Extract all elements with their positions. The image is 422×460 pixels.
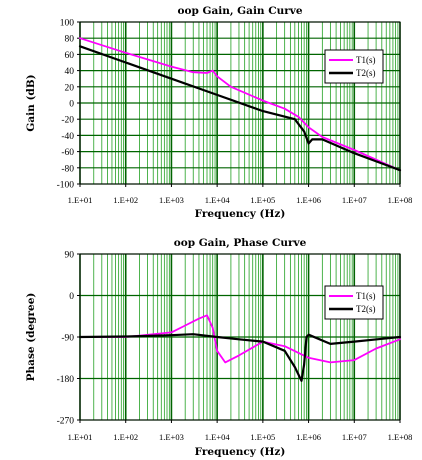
x-tick-label: 1.E+05 [250, 432, 275, 442]
y-tick-label: -270 [57, 417, 75, 427]
series-line-2 [78, 333, 402, 382]
y-tick-label: 100 [60, 19, 75, 29]
x-tick-label: 1.E+05 [250, 195, 275, 205]
legend: T1(s) T2(s) [324, 285, 384, 320]
y-tick-label: 20 [65, 83, 75, 93]
chart-title: oop Gain, Phase Curve [174, 237, 307, 249]
x-tick-label: 1.E+07 [342, 432, 367, 442]
x-tick-label: 1.E+01 [68, 432, 93, 442]
legend-label: T2(s) [356, 304, 376, 314]
series-line-1 [79, 37, 401, 172]
y-tick-label: 40 [65, 67, 75, 77]
x-tick-label: 1.E+02 [113, 432, 138, 442]
x-tick-label: 1.E+03 [159, 432, 184, 442]
legend: T1(s) T2(s) [324, 49, 384, 84]
y-tick-label: 90 [65, 251, 75, 261]
y-tick-label: -80 [61, 164, 74, 174]
y-tick-label: 0 [69, 292, 74, 302]
grid [79, 21, 401, 185]
legend-label: T2(s) [356, 68, 376, 78]
x-tick-label: 1.E+08 [388, 432, 413, 442]
y-tick-label: 80 [65, 35, 75, 45]
y-tick-label: -60 [61, 148, 74, 158]
x-axis-label: Frequency (Hz) [195, 446, 286, 458]
x-tick-label: 1.E+02 [113, 195, 138, 205]
y-tick-label: 60 [65, 51, 75, 61]
x-tick-label: 1.E+04 [205, 432, 231, 442]
y-tick-label: -90 [61, 334, 74, 344]
y-tick-label: -180 [57, 375, 75, 385]
x-tick-label: 1.E+07 [342, 195, 367, 205]
x-axis-label: Frequency (Hz) [195, 208, 286, 220]
series-line-2 [78, 45, 402, 172]
y-tick-label: -100 [57, 181, 75, 191]
chart-panel-2: 90 0 -90 -180 -270 1.E+01 1.E+02 1.E+03 1.E+04 1.… [25, 237, 412, 458]
legend-box [324, 49, 384, 84]
legend-label: T1(s) [356, 55, 376, 65]
chart-panel-1: 100 80 60 40 20 0 -20 -40 -60 -80 -100 1.E+01 1.E+02… [25, 5, 412, 220]
y-tick-label: -40 [61, 132, 74, 142]
y-tick-label: 0 [69, 100, 74, 110]
chart-title: oop Gain, Gain Curve [177, 5, 302, 17]
x-tick-label: 1.E+01 [68, 195, 93, 205]
y-axis-label: Gain (dB) [25, 74, 37, 131]
series-line-1 [79, 314, 401, 364]
x-tick-label: 1.E+08 [388, 195, 413, 205]
legend-label: T1(s) [356, 291, 376, 301]
y-tick-label: -20 [61, 116, 74, 126]
x-tick-label: 1.E+06 [296, 195, 321, 205]
x-tick-label: 1.E+03 [159, 195, 184, 205]
x-tick-label: 1.E+04 [205, 195, 231, 205]
x-tick-label: 1.E+06 [296, 432, 321, 442]
y-axis-label: Phase (degree) [25, 293, 37, 382]
legend-box [324, 285, 384, 320]
